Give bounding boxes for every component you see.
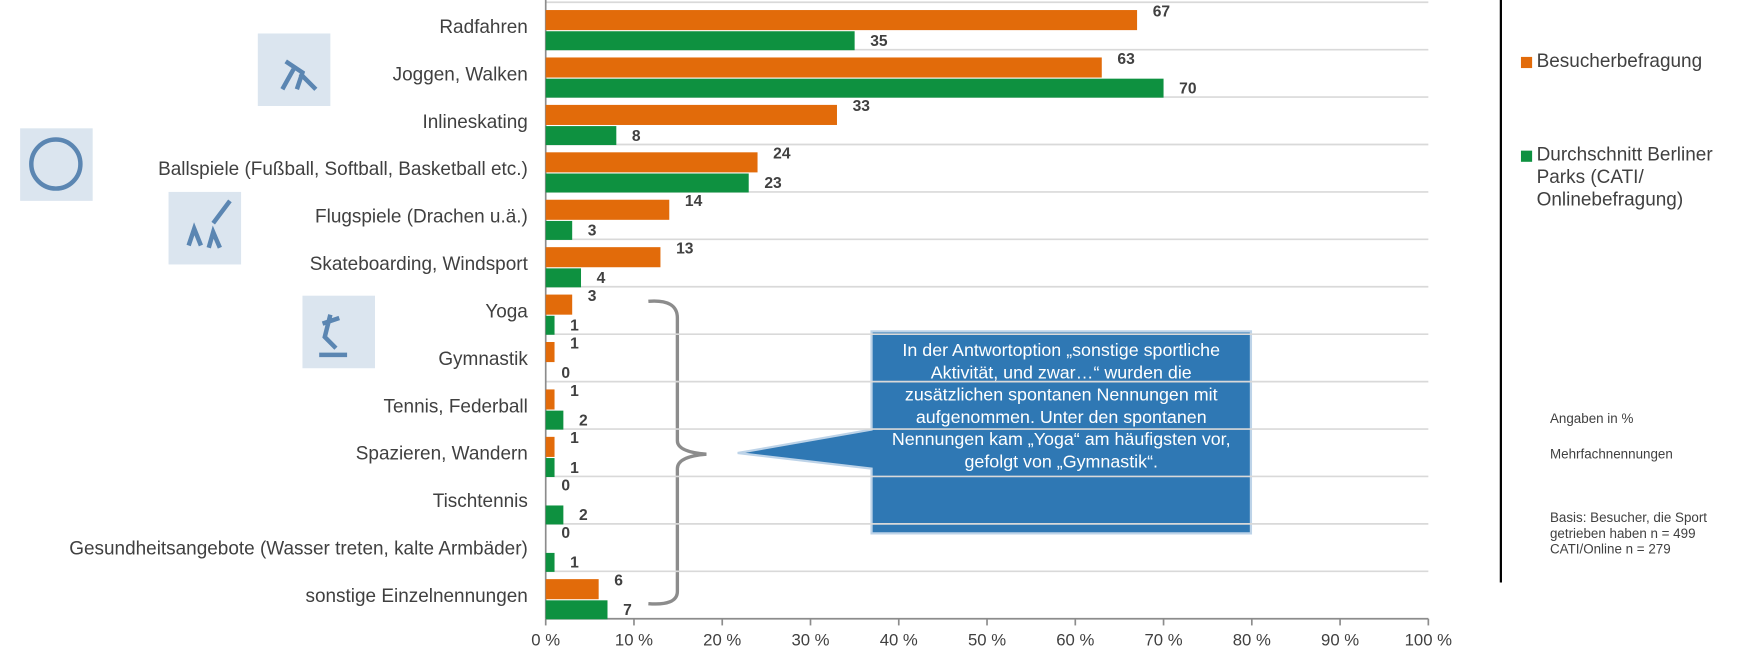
value-label: 0 (561, 365, 570, 382)
x-tick-label: 80 % (1233, 630, 1271, 649)
category-label: sonstige Einzelnennungen (305, 586, 527, 607)
category-label: Tischtennis (433, 491, 528, 512)
x-tick-label: 10 % (615, 630, 653, 649)
value-label: 1 (570, 430, 579, 447)
bar (545, 458, 555, 478)
value-label: 1 (570, 318, 579, 335)
value-label: 23 (764, 175, 782, 192)
category-label: Radfahren (439, 17, 528, 38)
x-tick-label: 60 % (1056, 630, 1094, 649)
bar (545, 268, 582, 288)
value-label: 70 (1179, 80, 1197, 97)
legend-label: Besucherbefragung (1536, 50, 1703, 72)
note: Basis: Besucher, die Sport getrieben hab… (1549, 509, 1708, 557)
category-label: Yoga (485, 301, 528, 322)
bar (545, 600, 608, 620)
bar (545, 294, 573, 315)
value-label: 13 (676, 241, 694, 258)
value-label: 1 (570, 335, 579, 352)
value-label: 2 (579, 412, 588, 429)
bracket (648, 299, 707, 606)
legend-label: Durchschnitt Berliner Parks (CATI/ Onlin… (1536, 143, 1713, 210)
x-tick-label: 30 % (791, 630, 829, 649)
value-label: 33 (853, 98, 871, 115)
value-label: 0 (561, 478, 570, 495)
value-label: 7 (623, 602, 632, 619)
value-label: 8 (632, 128, 641, 145)
bar (545, 505, 564, 525)
legend-entry: Durchschnitt Berliner Parks (CATI/ Onlin… (1536, 143, 1713, 210)
x-tick-label: 100 % (1405, 630, 1453, 649)
x-tick-label: 70 % (1144, 630, 1182, 649)
bar (545, 342, 555, 363)
notes: Angaben in % Mehrfachnennungen Basis: Be… (1549, 410, 1708, 557)
value-label: 24 (773, 146, 791, 163)
value-label: 6 (614, 572, 623, 589)
category-label: Inlineskating (422, 112, 527, 133)
bar (545, 31, 855, 51)
x-tick-label: 90 % (1321, 630, 1359, 649)
category-label: Gesundheitsangebote (Wasser treten, kalt… (69, 539, 528, 560)
category-label: Gymnastik (438, 349, 528, 370)
bar (545, 126, 617, 146)
value-label: 4 (597, 270, 606, 287)
legend-swatch (1520, 56, 1533, 69)
bar (545, 152, 758, 173)
value-label: 63 (1117, 51, 1135, 68)
x-tick-label: 0 % (531, 630, 560, 649)
bar (545, 220, 573, 240)
bar (545, 57, 1102, 78)
value-label: 35 (870, 33, 888, 50)
icon-glyphs (29, 59, 348, 358)
value-label: 1 (570, 555, 579, 572)
bar (545, 104, 837, 125)
bar (545, 389, 555, 410)
value-label: 0 (561, 525, 570, 542)
bar (545, 10, 1138, 31)
bar (545, 579, 599, 600)
category-label: Tennis, Federball (384, 396, 528, 417)
value-label: 2 (579, 507, 588, 524)
annotation: In der Antwortoption „sonstige sportlich… (891, 341, 1231, 473)
bar (545, 78, 1164, 98)
note: Mehrfachnennungen (1549, 446, 1673, 462)
category-label: Joggen, Walken (393, 64, 528, 85)
value-label: 3 (588, 223, 597, 240)
bar (545, 436, 555, 457)
icons (20, 33, 375, 369)
bar (545, 410, 564, 430)
legend-entry: Besucherbefragung (1536, 50, 1703, 72)
callout: In der Antwortoption „sonstige sportlich… (891, 341, 1231, 473)
value-label: 3 (588, 288, 597, 305)
category-label: Skateboarding, Windsport (310, 254, 529, 275)
value-label: 1 (570, 383, 579, 400)
x-tick-label: 20 % (703, 630, 741, 649)
category-label: Ballspiele (Fußball, Softball, Basketbal… (158, 159, 528, 180)
x-tick-label: 40 % (880, 630, 918, 649)
bar (545, 173, 749, 193)
category-label: Flugspiele (Drachen u.ä.) (315, 207, 528, 228)
legend-swatch (1520, 150, 1533, 162)
category-label: Spazieren, Wandern (356, 444, 528, 465)
value-label: 67 (1153, 3, 1170, 20)
value-label: 1 (570, 460, 579, 477)
note: Angaben in % (1549, 410, 1634, 427)
bar (545, 199, 670, 220)
x-tick-label: 50 % (968, 630, 1006, 649)
bar (545, 315, 555, 335)
value-label: 14 (685, 193, 703, 210)
bar (545, 247, 661, 268)
bar (545, 552, 555, 572)
